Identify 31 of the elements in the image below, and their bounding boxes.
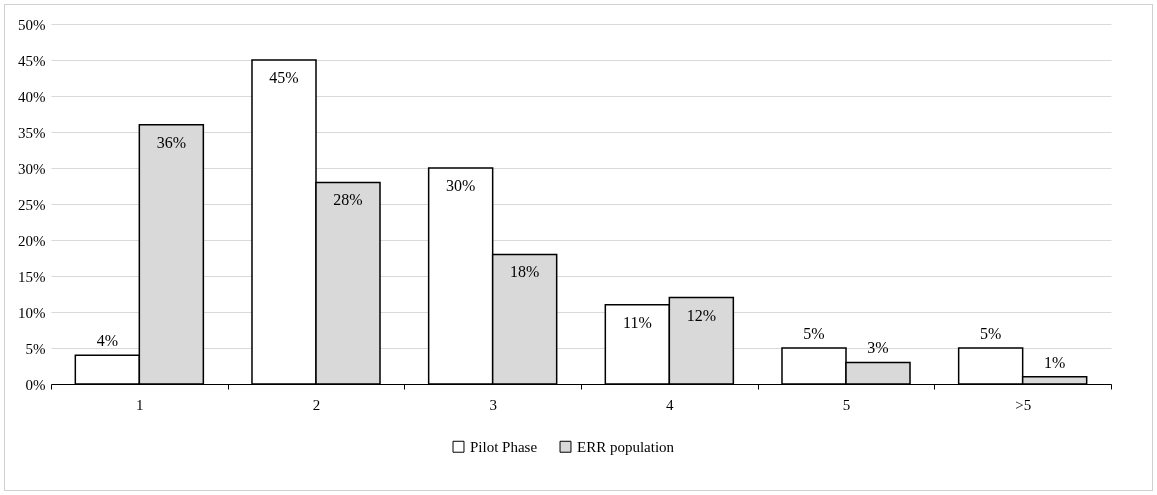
y-tick-label: 40% <box>18 88 46 105</box>
x-tick-label: 5 <box>842 396 851 413</box>
data-label: 12% <box>686 306 716 324</box>
y-tick-label: 45% <box>18 52 46 69</box>
x-tick-label: 2 <box>312 396 321 413</box>
y-tick-label: 15% <box>18 268 46 285</box>
data-label: 3% <box>867 339 889 357</box>
data-label: 4% <box>96 332 118 350</box>
data-label: 45% <box>269 69 299 86</box>
data-label: 18% <box>510 263 540 281</box>
y-tick-label: 30% <box>18 160 46 177</box>
legend-label: Pilot Phase <box>470 438 538 455</box>
y-tick-label: 10% <box>18 304 46 321</box>
data-label: 5% <box>803 325 825 342</box>
x-tick-label: 3 <box>489 396 497 413</box>
y-tick-label: 35% <box>18 124 46 141</box>
y-tick-label: 5% <box>25 340 46 357</box>
y-tick-label: 25% <box>18 196 46 213</box>
y-tick-label: 20% <box>18 232 46 249</box>
data-label: 5% <box>980 325 1002 342</box>
x-tick-label: 4 <box>666 396 675 413</box>
data-label: 11% <box>622 313 652 331</box>
legend-label: ERR population <box>577 438 675 455</box>
y-tick-label: 50% <box>18 16 46 33</box>
x-tick-label: 1 <box>136 396 144 413</box>
y-tick-label: 0% <box>25 376 46 393</box>
data-label: 36% <box>156 133 186 151</box>
data-label: 28% <box>333 191 363 209</box>
data-label: 1% <box>1044 353 1066 371</box>
data-label: 30% <box>446 177 476 194</box>
x-tick-label: >5 <box>1015 396 1032 413</box>
